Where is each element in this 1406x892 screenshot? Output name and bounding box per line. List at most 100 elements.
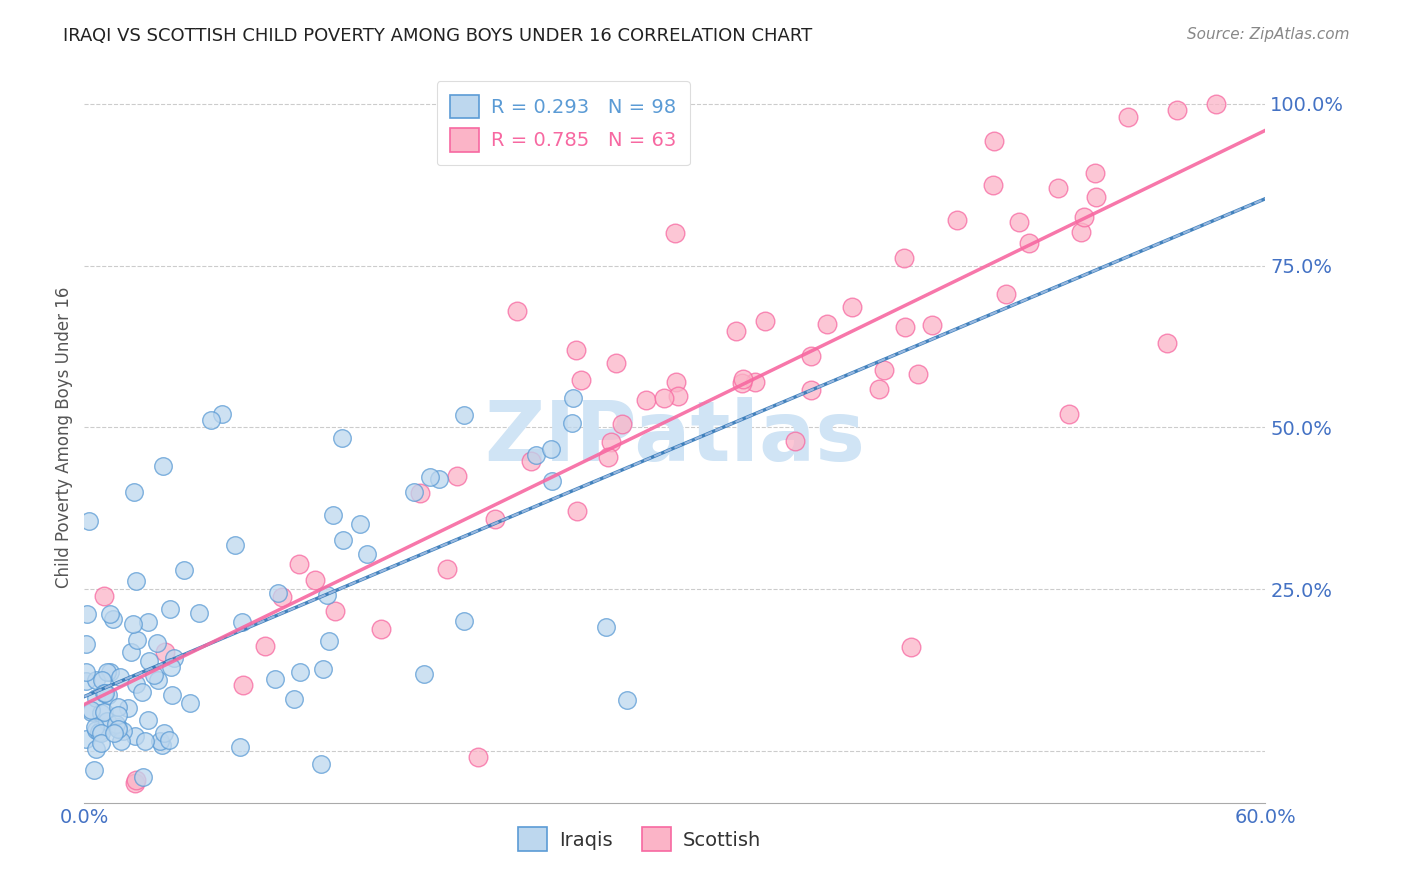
Point [785,434,807,449]
Point [1084,190,1107,204]
Point [312,662,335,676]
Point [1008,215,1031,229]
Point [754,314,776,328]
Point [288,665,311,680]
Point [815,317,838,331]
Point [595,619,617,633]
Point [134,734,156,748]
Point [93,706,115,720]
Point [103,725,125,739]
Point [841,301,863,315]
Point [75,732,97,747]
Point [159,660,181,674]
Point [96,665,118,680]
Point [75,637,97,651]
Point [983,134,1005,148]
Point [612,417,634,432]
Point [900,640,922,655]
Point [321,508,343,522]
Point [149,733,172,747]
Point [453,614,475,628]
Point [419,470,441,484]
Point [75,673,97,688]
Point [1156,336,1178,351]
Point [211,408,233,422]
Point [309,756,332,771]
Point [132,770,155,784]
Point [946,213,969,227]
Point [330,431,353,445]
Point [427,472,450,486]
Point [90,720,112,734]
Point [561,416,583,430]
Point [152,726,174,740]
Legend: Iraqis, Scottish: Iraqis, Scottish [510,820,769,859]
Point [93,686,115,700]
Text: Source: ZipAtlas.com: Source: ZipAtlas.com [1187,27,1350,42]
Point [138,654,160,668]
Point [143,668,166,682]
Point [124,775,146,789]
Point [90,736,112,750]
Point [725,324,748,338]
Point [96,714,118,728]
Point [79,703,101,717]
Point [370,622,392,636]
Point [565,504,588,518]
Point [90,706,112,720]
Point [288,557,311,571]
Point [666,389,689,403]
Point [402,485,425,500]
Point [318,634,340,648]
Point [1084,166,1107,180]
Point [1018,236,1040,251]
Point [125,574,148,589]
Point [652,391,675,405]
Text: ZIPatlas: ZIPatlas [485,397,865,477]
Point [800,350,823,364]
Point [569,373,592,387]
Point [84,723,107,738]
Point [117,701,139,715]
Point [98,665,121,679]
Point [224,538,246,552]
Point [98,607,121,622]
Point [146,673,169,687]
Point [80,705,103,719]
Point [228,739,250,754]
Point [506,303,529,318]
Point [105,717,128,731]
Point [323,604,346,618]
Point [349,517,371,532]
Point [484,512,506,526]
Point [87,725,110,739]
Point [921,318,943,332]
Point [200,413,222,427]
Point [127,632,149,647]
Point [467,750,489,764]
Point [107,700,129,714]
Point [453,409,475,423]
Point [1116,110,1139,124]
Point [981,178,1004,192]
Point [84,673,107,687]
Point [91,673,114,687]
Point [1046,181,1069,195]
Point [231,615,253,629]
Point [136,713,159,727]
Point [634,392,657,407]
Point [83,764,105,778]
Text: IRAQI VS SCOTTISH CHILD POVERTY AMONG BOYS UNDER 16 CORRELATION CHART: IRAQI VS SCOTTISH CHILD POVERTY AMONG BO… [63,27,813,45]
Point [264,672,287,686]
Point [1166,103,1188,118]
Point [145,636,167,650]
Point [520,454,543,468]
Point [84,720,107,734]
Point [101,612,124,626]
Point [125,677,148,691]
Point [94,686,117,700]
Point [868,382,890,396]
Point [907,367,929,381]
Point [994,286,1017,301]
Point [893,251,915,265]
